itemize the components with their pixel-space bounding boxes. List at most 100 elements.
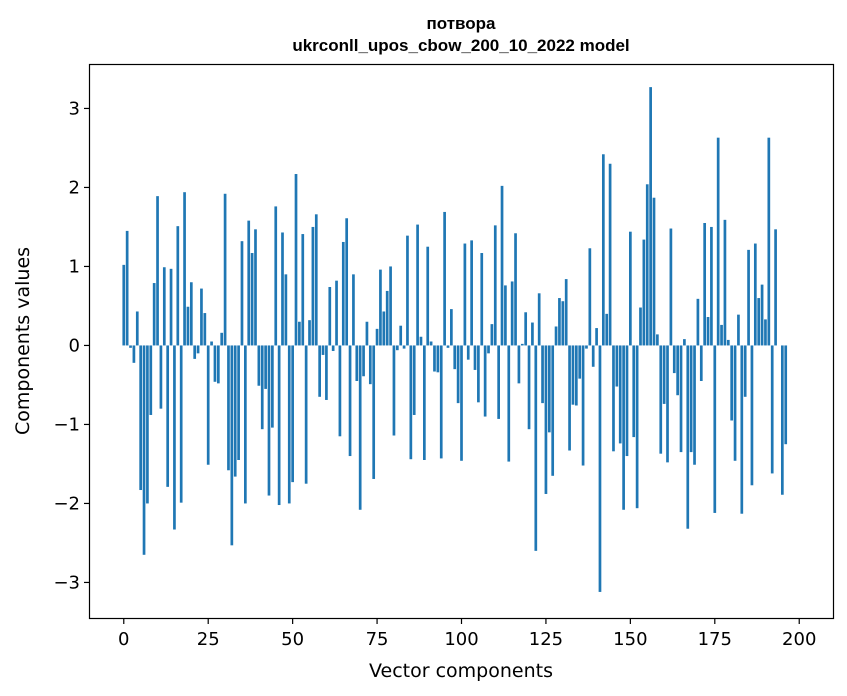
bar	[764, 319, 767, 346]
bar	[547, 345, 551, 433]
bar	[710, 226, 713, 346]
bar	[784, 345, 788, 445]
bar	[331, 345, 335, 351]
bar	[196, 345, 200, 354]
bar	[355, 345, 359, 381]
bar	[649, 87, 652, 346]
bar	[382, 311, 386, 346]
bar	[166, 345, 170, 487]
bar	[656, 334, 659, 346]
bar	[328, 286, 332, 346]
bar	[466, 345, 470, 360]
bar	[574, 345, 578, 406]
bar	[703, 223, 707, 346]
bar	[551, 345, 555, 476]
bar	[419, 336, 423, 346]
bar	[240, 241, 244, 346]
bar	[264, 345, 267, 389]
bar	[372, 345, 376, 479]
x-tick-label: 125	[529, 629, 563, 650]
bar	[726, 339, 730, 346]
bar	[561, 301, 565, 346]
bar	[527, 345, 531, 430]
bar	[132, 345, 136, 363]
bar	[321, 345, 325, 355]
bar	[287, 345, 291, 504]
bar	[318, 345, 321, 397]
bar	[689, 345, 693, 453]
bar	[402, 345, 406, 349]
bar	[159, 345, 163, 409]
bar	[500, 185, 504, 346]
bar	[146, 345, 149, 504]
y-tick-label: 3	[69, 98, 80, 119]
bar	[780, 345, 784, 495]
bar	[605, 313, 609, 346]
bar	[747, 249, 750, 346]
bar	[149, 345, 153, 415]
x-tick-label: 50	[281, 629, 304, 650]
bar	[162, 267, 166, 346]
bar	[652, 197, 656, 346]
bar	[578, 345, 582, 379]
bar	[399, 325, 403, 346]
bar	[368, 345, 372, 385]
bar	[189, 282, 193, 346]
bar	[230, 345, 234, 546]
bar	[473, 345, 477, 370]
bar	[311, 226, 315, 346]
bar	[220, 332, 224, 346]
bar	[412, 345, 416, 415]
x-axis-ticks: 0 25 50 75 100 125 150 175 200	[118, 618, 816, 650]
bar	[524, 312, 528, 346]
bar	[568, 345, 571, 451]
bar	[564, 279, 568, 346]
bar	[429, 341, 433, 346]
bar	[730, 345, 734, 421]
bar	[443, 211, 446, 346]
bar	[179, 345, 183, 503]
bar	[200, 288, 203, 346]
bar	[203, 313, 207, 346]
bar	[395, 345, 399, 351]
bar	[514, 233, 517, 346]
bar	[750, 345, 754, 486]
y-tick-label: −2	[53, 493, 80, 514]
bar	[507, 345, 511, 462]
bar	[281, 232, 284, 346]
bar	[416, 224, 419, 346]
bar	[659, 345, 663, 454]
bar	[743, 345, 747, 397]
bar	[510, 281, 514, 346]
bar	[362, 345, 365, 377]
bar	[423, 345, 426, 460]
bar	[233, 345, 237, 477]
bar	[210, 341, 213, 346]
bar	[308, 320, 311, 346]
bar	[213, 345, 217, 382]
bar	[291, 345, 294, 483]
x-tick-label: 75	[366, 629, 389, 650]
bar	[497, 345, 500, 419]
x-tick-label: 100	[444, 629, 478, 650]
bar	[453, 345, 457, 370]
bar	[537, 293, 541, 346]
bar	[216, 345, 220, 384]
bar	[534, 345, 538, 551]
bar	[757, 298, 761, 346]
bar	[260, 345, 264, 430]
bar	[298, 321, 301, 346]
bar	[247, 220, 251, 346]
bar	[142, 345, 146, 555]
bar	[635, 345, 639, 509]
bar	[183, 192, 186, 346]
bar	[345, 218, 349, 346]
bars-group	[122, 87, 788, 592]
bar	[237, 345, 240, 460]
bar	[723, 219, 727, 346]
bar	[389, 266, 392, 346]
bar	[669, 228, 673, 346]
bar	[257, 345, 261, 386]
bar	[352, 274, 355, 346]
bar	[686, 345, 690, 529]
